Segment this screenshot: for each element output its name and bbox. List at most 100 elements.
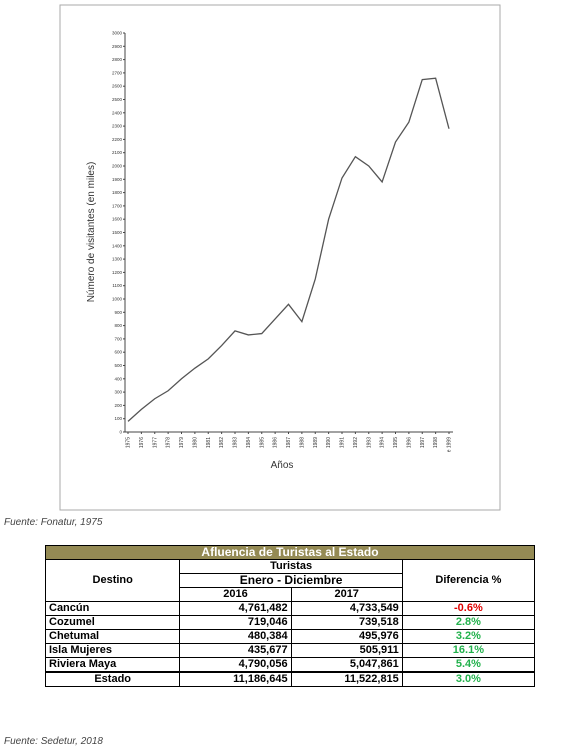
value-cell: 4,790,056 [179,657,292,673]
x-tick-label: 1988 [299,437,305,448]
x-tick-label: 1991 [340,437,346,448]
y-tick-label: 1100 [112,283,122,288]
value-cell: 11,522,815 [290,671,403,687]
y-tick-label: 1300 [112,257,123,262]
value-cell: 739,518 [290,615,403,630]
diff-cell: 3.2% [401,629,536,644]
x-tick-label: 1997 [420,437,426,448]
destino-cell: Cozumel [44,615,181,630]
x-tick-label: 1977 [152,437,158,448]
y-tick-label: 1200 [112,270,123,275]
y-tick-label: 1700 [112,203,123,208]
diff-cell: 3.0% [401,671,536,687]
x-tick-label: 1989 [313,437,319,448]
y-tick-label: 1900 [112,177,123,182]
value-cell: 435,677 [179,643,292,658]
table-row: Isla Mujeres 435,677 505,911 16.1% [44,643,536,658]
x-tick-label: 1983 [233,437,239,448]
destino-cell: Cancún [44,601,181,616]
x-tick-label: 1993 [366,437,372,448]
x-tick-label: 1985 [259,437,265,448]
x-tick-label: 1975 [126,437,132,448]
x-tick-label: 1979 [179,437,185,448]
destino-cell: Isla Mujeres [44,643,181,658]
y-tick-label: 1800 [112,190,123,195]
y-tick-label: 2000 [112,164,123,169]
table-row: Chetumal 480,384 495,976 3.2% [44,629,536,644]
y-tick-label: 100 [114,416,122,421]
period-header: Enero - Diciembre [179,573,403,588]
y-tick-label: 2200 [112,137,123,142]
y-tick-label: 2700 [112,70,123,75]
table-row: Cozumel 719,046 739,518 2.8% [44,615,536,630]
table-title: Afluencia de Turistas al Estado [45,545,535,560]
table-source: Fuente: Sedetur, 2018 [4,736,103,747]
col-header: Destino [44,559,181,602]
y-tick-label: 700 [114,336,122,341]
x-tick-label: 1996 [406,437,412,448]
x-tick-label: 1984 [246,437,252,448]
table-row: Riviera Maya 4,790,056 5,047,861 5.4% [44,657,536,673]
chart-frame [59,4,501,511]
destino-cell: Estado [44,671,181,687]
diff-cell: 16.1% [401,643,536,658]
value-cell: 5,047,861 [290,657,403,673]
y-tick-label: 1000 [112,297,123,302]
y-tick-label: 2100 [112,150,123,155]
x-tick-label: 1998 [433,437,439,448]
group-header: Turistas [179,559,403,574]
x-tick-label: 1980 [192,437,198,448]
chart-source: Fuente: Fonatur, 1975 [4,517,103,528]
x-tick-label: 1992 [353,437,359,448]
value-cell: 505,911 [290,643,403,658]
y-tick-label: 200 [114,403,122,408]
table: Afluencia de Turistas al Estado Destino … [44,545,536,687]
value-cell: 4,733,549 [290,601,403,616]
chart: Número de visitantes (en miles) Años 0 10… [59,4,501,511]
x-tick-label: 1987 [286,437,292,448]
value-cell: 719,046 [179,615,292,630]
y-tick-label: 2500 [112,97,123,102]
x-tick-label: 1995 [393,437,399,448]
x-tick-label: 1978 [166,437,172,448]
x-tick-label: 1981 [206,437,212,448]
y-axis-label: Número de visitantes (en miles) [86,162,97,303]
x-tick-label: 1976 [139,437,145,448]
y-tick-label: 1400 [112,243,123,248]
data-line [127,77,450,422]
y-tick-label: 900 [114,310,122,315]
table-row: Estado 11,186,645 11,522,815 3.0% [44,671,536,687]
col-header: 2017 [290,587,403,602]
value-cell: 495,976 [290,629,403,644]
y-tick-label: 1600 [112,217,123,222]
diff-cell: 2.8% [401,615,536,630]
y-tick-label: 2400 [112,110,123,115]
y-tick-label: 500 [114,363,122,368]
x-tick-label: 1994 [380,437,386,448]
x-tick-label: e 1999 [447,437,453,453]
table-row: Cancún 4,761,482 4,733,549 -0.6% [44,601,536,616]
destino-cell: Riviera Maya [44,657,181,673]
y-tick-label: 3000 [112,31,123,36]
value-cell: 4,761,482 [179,601,292,616]
y-tick-label: 2900 [112,44,123,49]
y-tick-label: 600 [114,350,122,355]
y-tick-label: 1500 [112,230,123,235]
value-cell: 480,384 [179,629,292,644]
y-tick-label: 2800 [112,57,123,62]
diff-cell: 5.4% [401,657,536,673]
col-header: Diferencia % [401,559,536,602]
x-axis-label: Años [271,460,294,471]
destino-cell: Chetumal [44,629,181,644]
value-cell: 11,186,645 [179,671,292,687]
y-tick-label: 400 [114,376,122,381]
col-header: 2016 [179,587,292,602]
y-tick-label: 2600 [112,84,123,89]
y-tick-label: 0 [119,430,122,435]
y-tick-label: 800 [114,323,122,328]
diff-cell: -0.6% [401,601,536,616]
x-tick-label: 1990 [326,437,332,448]
y-tick-label: 300 [114,390,122,395]
x-tick-label: 1982 [219,437,225,448]
